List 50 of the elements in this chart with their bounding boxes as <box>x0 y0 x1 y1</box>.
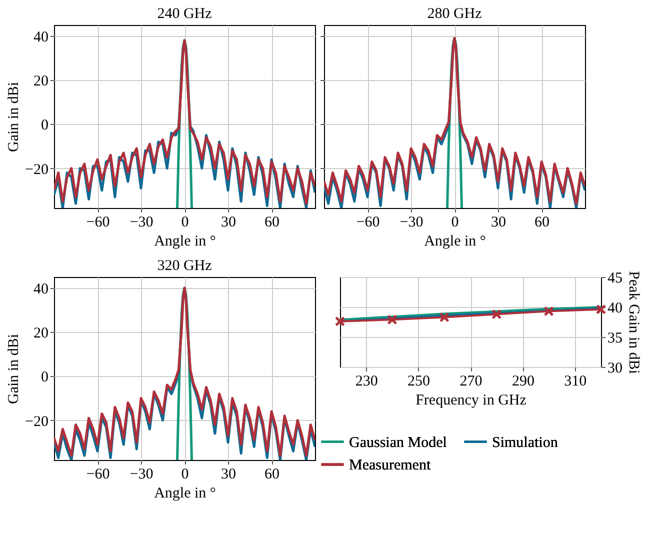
y-axis-title: Gain in dBi <box>6 82 22 152</box>
x-tick-label: 0 <box>181 214 189 230</box>
x-tick-label: 30 <box>491 214 506 230</box>
point <box>544 306 554 316</box>
x-tick-label: 310 <box>564 374 587 390</box>
y-tick-label: 20 <box>34 74 48 90</box>
legend-label: Gaussian Model <box>349 434 447 451</box>
x-tick-label: −30 <box>130 214 154 230</box>
y2-tick-label: 40 <box>608 300 622 316</box>
y2-tick-label: 35 <box>608 330 622 346</box>
y-tick-label: 0 <box>41 118 48 134</box>
chart-title: 320 GHz <box>157 258 212 274</box>
y-tick-label: 40 <box>34 30 48 46</box>
x-axis-title: Angle in ° <box>154 486 216 502</box>
x-axis-title: Angle in ° <box>154 234 216 250</box>
y-tick-label: −20 <box>25 414 48 430</box>
x-tick-label: −30 <box>130 466 154 482</box>
x-tick-label: 60 <box>534 214 550 230</box>
x-tick-label: 0 <box>451 214 459 230</box>
x-tick-label: 250 <box>408 374 430 390</box>
y-tick-label: 40 <box>34 282 48 298</box>
x-tick-label: 60 <box>264 466 280 482</box>
x-tick-label: 30 <box>221 214 236 230</box>
y2-tick-label: 45 <box>608 270 622 286</box>
x-tick-label: −60 <box>86 214 110 230</box>
point <box>596 304 606 315</box>
x-tick-label: 270 <box>460 374 482 390</box>
point <box>439 312 450 322</box>
x-tick-label: 0 <box>181 466 189 482</box>
x-tick-label: 60 <box>264 214 280 230</box>
x-axis-title: Frequency in GHz <box>416 392 527 408</box>
y2-axis-title: Peak Gain in dBi <box>626 271 642 374</box>
point <box>491 309 502 320</box>
x-axis-title: Angle in ° <box>424 234 486 250</box>
x-tick-label: −60 <box>356 214 380 230</box>
y-axis-title: Gain in dBi <box>6 334 22 404</box>
y-tick-label: −20 <box>25 162 48 178</box>
y-tick-label: 20 <box>34 326 48 342</box>
chart-title: 280 GHz <box>427 6 482 22</box>
legend-label: Measurement <box>349 458 432 474</box>
x-tick-label: −30 <box>400 214 424 230</box>
x-tick-label: −60 <box>86 466 110 482</box>
point <box>334 316 346 327</box>
y2-tick-label: 30 <box>608 360 622 376</box>
x-tick-label: 290 <box>512 374 534 390</box>
chart-title: 240 GHz <box>157 6 212 22</box>
x-tick-label: 30 <box>221 466 236 482</box>
point <box>387 314 398 325</box>
x-tick-label: 230 <box>355 374 378 390</box>
legend-label: Simulation <box>492 434 558 451</box>
